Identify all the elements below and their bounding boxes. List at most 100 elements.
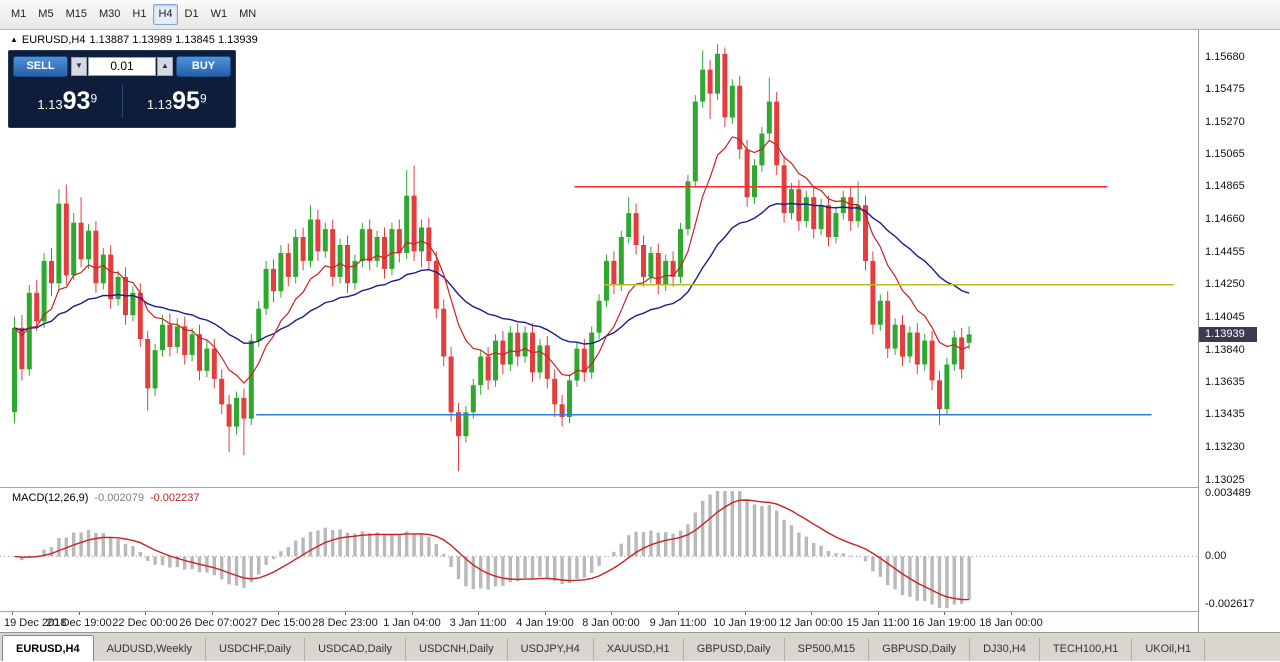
chart-tab-gbpusd-daily[interactable]: GBPUSD,Daily bbox=[684, 638, 785, 661]
time-axis-tick bbox=[878, 612, 879, 615]
timeframe-button-m30[interactable]: M30 bbox=[98, 8, 121, 20]
timeframe-button-h4[interactable]: H4 bbox=[153, 4, 178, 25]
buy-price-big-digits: 95 bbox=[172, 86, 200, 115]
time-axis-tick bbox=[811, 612, 812, 615]
time-axis-label: 12 Jan 00:00 bbox=[779, 617, 843, 629]
macd-axis-label: 0.003489 bbox=[1205, 487, 1251, 499]
volume-decrease-button[interactable]: ▼ bbox=[71, 56, 87, 76]
time-axis-label: 3 Jan 11:00 bbox=[449, 617, 507, 629]
timeframe-button-m5[interactable]: M5 bbox=[38, 8, 54, 20]
chart-tab-xauusd-h1[interactable]: XAUUSD,H1 bbox=[594, 638, 684, 661]
chart-tab-usdchf-daily[interactable]: USDCHF,Daily bbox=[206, 638, 306, 661]
time-axis-tick bbox=[1011, 612, 1012, 615]
chart-tabs-bar: EURUSD,H4 AUDUSD,Weekly USDCHF,Daily USDCAD… bbox=[0, 632, 1280, 661]
ma-slow-line bbox=[14, 202, 970, 345]
timeframe-button-d1[interactable]: D1 bbox=[184, 8, 199, 20]
symbol-marker-icon: ▲ bbox=[10, 35, 18, 44]
chart-symbol-label: EURUSD,H4 bbox=[21, 34, 86, 46]
chart-ohlc-title: ▲ EURUSD,H4 1.13887 1.13989 1.13845 1.1393… bbox=[10, 34, 262, 46]
price-axis[interactable]: 1.13939 1.15680 1.15475 1.15270 1.15065 1.14… bbox=[1198, 30, 1280, 632]
macd-signal-value: -0.002237 bbox=[149, 492, 200, 504]
buy-price-prefix: 1.13 bbox=[146, 96, 173, 112]
volume-control: ▼ 0.01 ▲ bbox=[71, 56, 173, 76]
horizontal-line-objects bbox=[256, 186, 1174, 416]
time-axis-label: 18 Jan 00:00 bbox=[979, 617, 1043, 629]
macd-axis-label: 0.00 bbox=[1205, 550, 1227, 562]
buy-price-pipette: 9 bbox=[199, 91, 207, 106]
chart-tab-audusd-weekly[interactable]: AUDUSD,Weekly bbox=[94, 638, 206, 661]
timeframe-toolbar: M1 M5 M15 M30 H1 H4 D1 W1 MN bbox=[0, 0, 1280, 30]
macd-signal-line bbox=[14, 499, 970, 601]
timeframe-button-m15[interactable]: M15 bbox=[65, 8, 87, 20]
timeframe-button-m1[interactable]: M1 bbox=[11, 8, 27, 20]
volume-increase-button[interactable]: ▲ bbox=[157, 56, 173, 76]
chart-tab-dj30-h4[interactable]: DJ30,H4 bbox=[970, 638, 1040, 661]
time-axis-label: 20 Dec 19:00 bbox=[46, 617, 112, 629]
time-axis-label: 10 Jan 19:00 bbox=[713, 617, 777, 629]
time-axis-label: 27 Dec 15:00 bbox=[245, 617, 311, 629]
price-axis-label: 1.14045 bbox=[1205, 311, 1245, 323]
time-axis-tick bbox=[412, 612, 413, 615]
time-axis-label: 15 Jan 11:00 bbox=[846, 617, 910, 629]
price-axis-label: 1.14250 bbox=[1205, 278, 1245, 290]
time-axis-label: 28 Dec 23:00 bbox=[312, 617, 378, 629]
sell-price-big-digits: 93 bbox=[62, 86, 91, 115]
time-axis-tick bbox=[79, 612, 80, 615]
chart-tab-usdcad-daily[interactable]: USDCAD,Daily bbox=[305, 638, 407, 661]
sell-price-display[interactable]: 1.13939 bbox=[13, 87, 122, 116]
time-axis-label: 22 Dec 00:00 bbox=[112, 617, 178, 629]
time-axis-tick bbox=[12, 612, 13, 615]
trade-prices-row: 1.13939 1.13959 bbox=[13, 79, 231, 123]
macd-panel-canvas bbox=[0, 491, 1198, 608]
chart-tab-tech100-h1[interactable]: TECH100,H1 bbox=[1040, 638, 1133, 661]
time-axis-tick bbox=[944, 612, 945, 615]
price-axis-label: 1.13025 bbox=[1205, 474, 1245, 486]
time-axis-tick bbox=[745, 612, 746, 615]
price-chart-canvas[interactable] bbox=[0, 30, 1198, 487]
price-axis-label: 1.15065 bbox=[1205, 148, 1245, 160]
time-axis-tick bbox=[145, 612, 146, 615]
price-divider bbox=[121, 84, 123, 118]
trade-controls-row: SELL ▼ 0.01 ▲ BUY bbox=[13, 55, 231, 77]
price-axis-label: 1.13230 bbox=[1205, 441, 1245, 453]
price-axis-label: 1.13840 bbox=[1205, 344, 1245, 356]
price-axis-label: 1.13635 bbox=[1205, 376, 1245, 388]
chart-tab-ukoil-h1[interactable]: UKOil,H1 bbox=[1132, 638, 1206, 661]
price-axis-label: 1.14660 bbox=[1205, 213, 1245, 225]
sell-price-pipette: 9 bbox=[90, 91, 98, 106]
panel-divider bbox=[0, 487, 1280, 488]
buy-price-display[interactable]: 1.13959 bbox=[123, 87, 232, 116]
time-axis-tick bbox=[478, 612, 479, 615]
chart-tab-usdcnh-daily[interactable]: USDCNH,Daily bbox=[406, 638, 508, 661]
price-axis-label: 1.15270 bbox=[1205, 116, 1245, 128]
macd-name: MACD(12,26,9) bbox=[12, 492, 89, 504]
current-price-badge: 1.13939 bbox=[1199, 327, 1257, 342]
macd-axis-label: -0.002617 bbox=[1205, 598, 1255, 610]
macd-indicator-label: MACD(12,26,9) -0.002079 -0.002237 bbox=[12, 492, 200, 504]
time-axis-tick bbox=[212, 612, 213, 615]
chart-ohlc-values: 1.13887 1.13989 1.13845 1.13939 bbox=[89, 34, 258, 46]
buy-button[interactable]: BUY bbox=[176, 55, 231, 77]
price-axis-label: 1.15680 bbox=[1205, 51, 1245, 63]
time-axis-tick bbox=[611, 612, 612, 615]
time-axis-label: 16 Jan 19:00 bbox=[912, 617, 976, 629]
chart-tab-usdjpy-h4[interactable]: USDJPY,H4 bbox=[508, 638, 594, 661]
chart-window: ▲ EURUSD,H4 1.13887 1.13989 1.13845 1.1393… bbox=[0, 30, 1280, 632]
timeframe-button-w1[interactable]: W1 bbox=[210, 8, 228, 20]
time-axis[interactable]: 19 Dec 2018 20 Dec 19:00 22 Dec 00:00 26 De… bbox=[0, 611, 1198, 632]
price-axis-label: 1.14865 bbox=[1205, 180, 1245, 192]
price-axis-label: 1.15475 bbox=[1205, 83, 1245, 95]
timeframe-button-h1[interactable]: H1 bbox=[132, 8, 147, 20]
sell-button[interactable]: SELL bbox=[13, 55, 68, 77]
time-axis-label: 9 Jan 11:00 bbox=[649, 617, 707, 629]
timeframe-button-mn[interactable]: MN bbox=[239, 8, 257, 20]
sell-price-prefix: 1.13 bbox=[37, 96, 63, 112]
price-axis-label: 1.14455 bbox=[1205, 246, 1245, 258]
one-click-trading-panel: SELL ▼ 0.01 ▲ BUY 1.13939 1.13959 bbox=[8, 50, 236, 128]
chart-tab-eurusd-h4[interactable]: EURUSD,H4 bbox=[2, 635, 94, 661]
price-axis-label: 1.13435 bbox=[1205, 408, 1245, 420]
chart-tab-sp500-m15[interactable]: SP500,M15 bbox=[785, 638, 870, 661]
time-axis-tick bbox=[278, 612, 279, 615]
chart-tab-gbpusd-daily[interactable]: GBPUSD,Daily bbox=[869, 638, 971, 661]
volume-input[interactable]: 0.01 bbox=[88, 56, 156, 76]
